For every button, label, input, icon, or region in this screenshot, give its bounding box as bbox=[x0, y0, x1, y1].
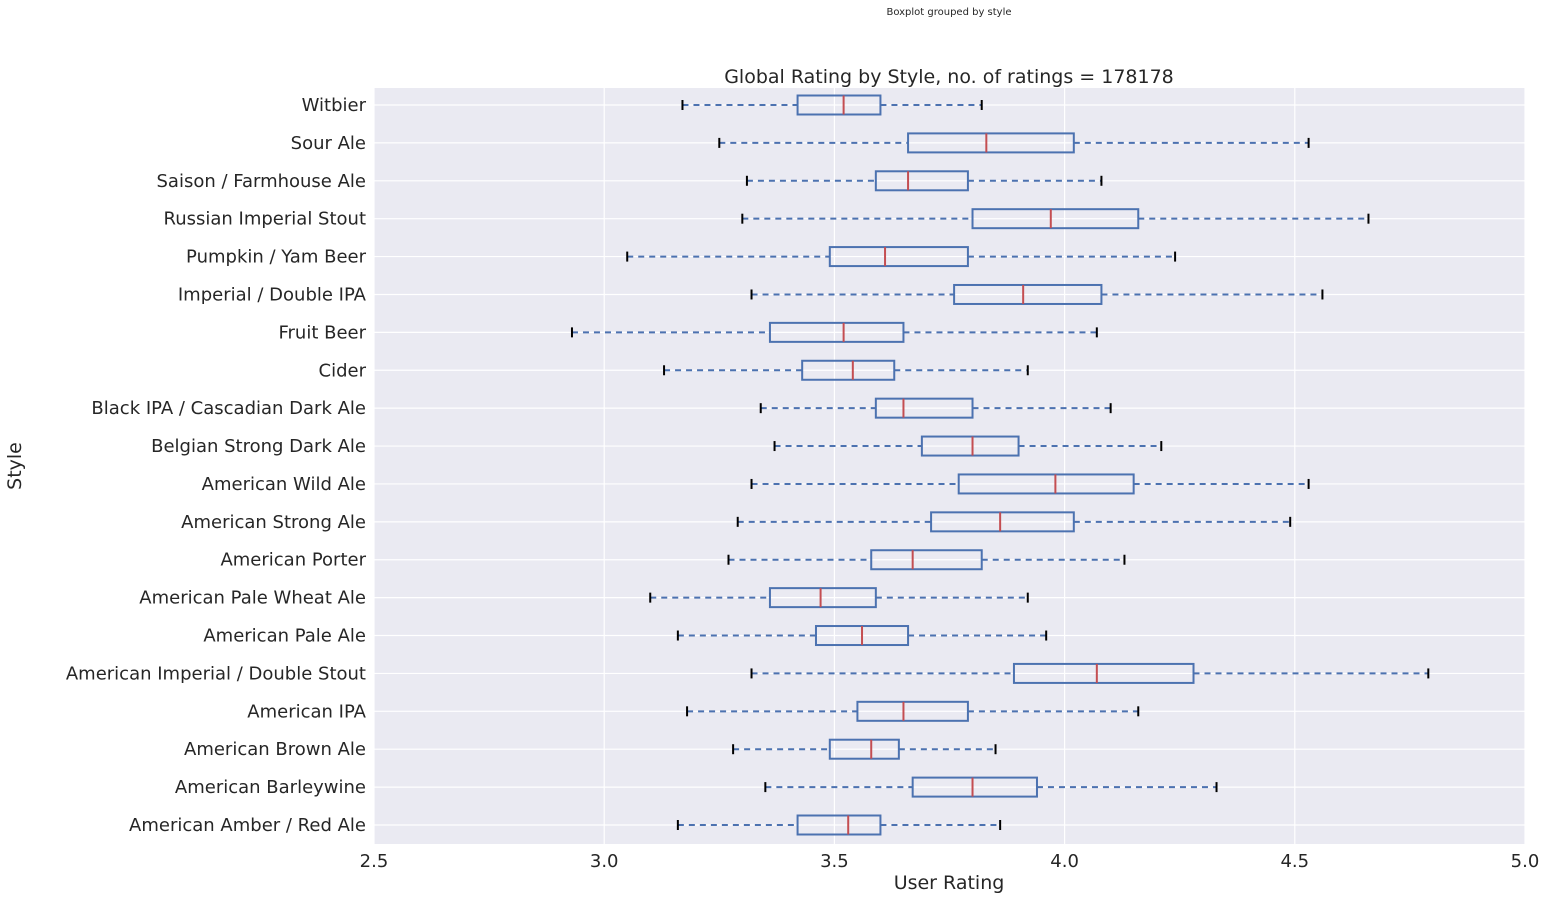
y-tick-label: American Porter bbox=[220, 550, 366, 571]
y-tick-label: Belgian Strong Dark Ale bbox=[151, 436, 366, 457]
iqr-box bbox=[828, 246, 969, 268]
iqr-box bbox=[874, 397, 974, 419]
iqr-box bbox=[907, 132, 1075, 154]
iqr-box bbox=[870, 549, 983, 571]
y-tick-label: Witbier bbox=[302, 95, 367, 116]
x-tick-label: 5.0 bbox=[1511, 851, 1540, 872]
box-11 bbox=[773, 435, 1163, 457]
box-14 bbox=[570, 321, 1098, 343]
box-9 bbox=[736, 511, 1292, 533]
y-tick-label: American Pale Ale bbox=[203, 626, 366, 647]
y-tick-label: American Imperial / Double Stout bbox=[66, 663, 366, 684]
box-series bbox=[570, 94, 1430, 836]
iqr-box bbox=[971, 208, 1140, 230]
y-tick-label: Imperial / Double IPA bbox=[178, 284, 367, 305]
box-2 bbox=[764, 776, 1218, 798]
x-tick-label: 4.5 bbox=[1280, 851, 1309, 872]
x-tick-label: 4.0 bbox=[1050, 851, 1079, 872]
y-tick-label: Fruit Beer bbox=[278, 322, 366, 343]
box-8 bbox=[727, 549, 1126, 571]
y-tick-label: American Barleywine bbox=[175, 777, 366, 798]
y-tick-label: Saison / Farmhouse Ale bbox=[156, 171, 366, 192]
y-tick-label: American Strong Ale bbox=[181, 512, 366, 533]
y-tick-label: Cider bbox=[319, 360, 367, 381]
y-axis-label: Style bbox=[4, 442, 26, 490]
y-tick-label: American Brown Ale bbox=[184, 739, 366, 760]
iqr-box bbox=[856, 700, 969, 722]
y-tick-label: American Amber / Red Ale bbox=[129, 815, 366, 836]
iqr-box bbox=[874, 170, 969, 192]
iqr-box bbox=[796, 94, 882, 116]
box-19 bbox=[718, 132, 1310, 154]
y-tick-label: Sour Ale bbox=[291, 133, 366, 154]
y-tick-label: Russian Imperial Stout bbox=[164, 209, 366, 230]
box-15 bbox=[750, 283, 1324, 305]
box-6 bbox=[676, 625, 1048, 647]
chart-suptitle: Boxplot grouped by style bbox=[886, 7, 1011, 18]
grid-lines bbox=[373, 88, 1526, 844]
box-1 bbox=[676, 814, 1002, 836]
box-20 bbox=[681, 94, 983, 116]
y-tick-label: American Wild Ale bbox=[202, 474, 366, 495]
iqr-box bbox=[930, 511, 1075, 533]
iqr-box bbox=[801, 359, 896, 381]
iqr-box bbox=[957, 473, 1135, 495]
box-18 bbox=[745, 170, 1103, 192]
x-tick-labels: 2.5 3.0 3.5 4.0 4.5 5.0 bbox=[360, 851, 1540, 872]
box-17 bbox=[741, 208, 1370, 230]
iqr-box bbox=[768, 321, 905, 343]
y-tick-label: American Pale Wheat Ale bbox=[139, 588, 366, 609]
box-4 bbox=[686, 700, 1140, 722]
x-tick-label: 2.5 bbox=[360, 851, 389, 872]
iqr-box bbox=[911, 776, 1038, 798]
x-axis-label: User Rating bbox=[894, 872, 1005, 894]
box-12 bbox=[759, 397, 1112, 419]
iqr-box bbox=[796, 814, 882, 836]
iqr-box bbox=[768, 587, 877, 609]
y-tick-label: Black IPA / Cascadian Dark Ale bbox=[91, 398, 366, 419]
y-tick-labels: American Amber / Red Ale American Barleyw… bbox=[66, 95, 367, 836]
box-7 bbox=[649, 587, 1029, 609]
iqr-box bbox=[920, 435, 1020, 457]
x-tick-label: 3.0 bbox=[590, 851, 619, 872]
y-tick-label: American IPA bbox=[247, 701, 366, 722]
chart-title: Global Rating by Style, no. of ratings =… bbox=[724, 66, 1174, 88]
x-tick-label: 3.5 bbox=[820, 851, 849, 872]
y-tick-label: Pumpkin / Yam Beer bbox=[186, 247, 367, 268]
box-3 bbox=[732, 738, 997, 760]
iqr-box bbox=[1012, 662, 1195, 684]
box-5 bbox=[750, 662, 1430, 684]
iqr-box bbox=[828, 738, 900, 760]
box-16 bbox=[626, 246, 1177, 268]
box-13 bbox=[663, 359, 1029, 381]
box-10 bbox=[750, 473, 1310, 495]
iqr-box bbox=[953, 283, 1103, 305]
plot-area bbox=[374, 88, 1525, 844]
